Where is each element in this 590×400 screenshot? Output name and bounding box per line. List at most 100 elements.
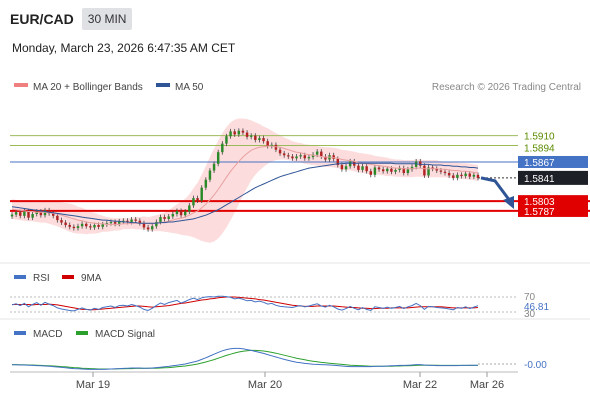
level-label: 1.5803 [524, 197, 555, 208]
last-price-label: 1.5841 [524, 174, 555, 185]
candle [142, 223, 146, 228]
forecast-arrow-line [480, 176, 512, 202]
candle [402, 168, 405, 173]
macd-panel: -0.00 [12, 347, 547, 371]
rsi-tick-30: 30 [524, 309, 536, 320]
candle [423, 165, 426, 176]
candle [216, 152, 220, 164]
candle [460, 174, 463, 177]
candle [394, 169, 397, 172]
candle [237, 130, 241, 135]
level-label-bg [518, 155, 588, 168]
candle [307, 157, 311, 159]
candle [179, 210, 183, 216]
candle [183, 211, 187, 216]
chart-datetime: Monday, March 23, 2026 6:47:35 AM CET [12, 41, 236, 55]
level-label-bg [518, 204, 588, 217]
candle [122, 220, 125, 222]
candle [320, 151, 323, 157]
candle [39, 211, 43, 216]
forecast-arrow-head [503, 196, 514, 210]
rsi-tick-70: 70 [524, 292, 536, 303]
candle [427, 167, 430, 176]
candle [221, 143, 224, 153]
level-label: 1.5894 [524, 143, 555, 154]
candle [365, 166, 368, 172]
candle [336, 158, 340, 166]
ma50-legend-swatch [156, 83, 170, 87]
candle [229, 131, 232, 137]
rsi-legend-swatch [14, 275, 26, 279]
candle [398, 168, 401, 170]
x-tick-label: Mar 19 [76, 379, 110, 391]
candle [64, 222, 67, 226]
x-tick-label: Mar 22 [403, 379, 437, 391]
candle [117, 221, 121, 224]
candle [262, 138, 265, 142]
candle [258, 138, 261, 140]
candle [373, 167, 377, 175]
candle [68, 225, 71, 227]
candle [27, 211, 30, 218]
candle [340, 165, 344, 170]
macd-value-label: -0.00 [524, 360, 547, 371]
candle [315, 151, 319, 155]
candle [138, 220, 142, 224]
macd-legend-label: MACD [33, 329, 62, 340]
candle [56, 215, 59, 221]
candle [192, 198, 195, 206]
candle [266, 141, 269, 147]
candle [196, 198, 199, 201]
candle [452, 175, 455, 178]
bb-legend-swatch [14, 83, 28, 87]
candle [85, 223, 88, 227]
candle [93, 225, 96, 228]
candle [406, 169, 410, 173]
candle [76, 226, 80, 229]
candle [146, 227, 150, 230]
candle [155, 221, 158, 227]
candle [468, 173, 471, 177]
candle [163, 217, 166, 219]
candle [291, 156, 294, 159]
bb-legend-label: MA 20 + Bollinger Bands [33, 82, 143, 93]
currency-pair: EUR/CAD [10, 11, 74, 27]
candle [52, 213, 55, 216]
candle [357, 165, 360, 170]
candle [208, 170, 212, 180]
level-label: 1.5787 [524, 207, 555, 218]
candle [295, 156, 298, 159]
signal-legend-swatch [76, 331, 88, 335]
candle [447, 172, 451, 176]
rsi-legend-label: RSI [33, 273, 50, 284]
candle [369, 171, 373, 175]
moving-average-layer [11, 145, 479, 225]
candle [72, 226, 76, 229]
candle [278, 149, 282, 154]
bollinger-band-fill [12, 118, 478, 243]
macd-legend-swatch [14, 331, 26, 335]
rsi-value-label: 46.81 [524, 302, 549, 313]
candle [105, 223, 109, 225]
level-label: 1.5867 [524, 158, 555, 169]
candle [188, 205, 191, 212]
timeframe-button[interactable]: 30 MIN [81, 8, 133, 30]
candle [134, 219, 137, 221]
x-tick-label: Mar 20 [248, 379, 282, 391]
signal-legend-label: MACD Signal [95, 329, 155, 340]
candle [476, 174, 480, 178]
candle [419, 161, 422, 166]
candle [311, 154, 315, 158]
candle [241, 130, 245, 133]
last-price-bg [518, 170, 588, 185]
candle [113, 221, 117, 224]
candle [109, 221, 113, 224]
candle [14, 212, 18, 215]
candle [464, 173, 467, 177]
rsi-line [11, 295, 479, 312]
candle [381, 169, 385, 172]
candle [361, 166, 364, 170]
